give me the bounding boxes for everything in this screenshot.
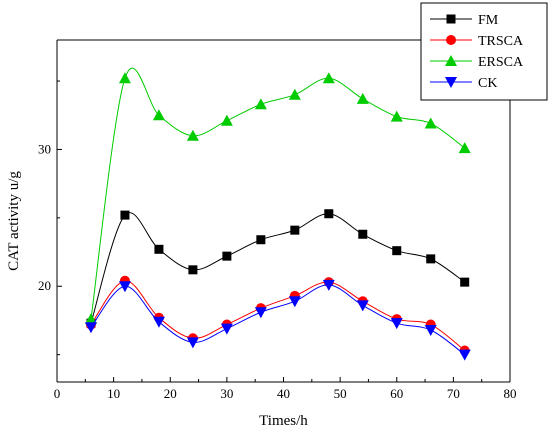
series-fm (86, 209, 470, 328)
data-point-fm (460, 277, 470, 287)
x-tick-label: 70 (447, 386, 460, 401)
data-point-fm (290, 225, 300, 235)
data-point-fm (426, 254, 436, 264)
data-point-ersca (356, 92, 369, 104)
x-tick-label: 60 (390, 386, 403, 401)
data-point-ersca (186, 129, 199, 141)
data-point-fm (188, 265, 198, 275)
data-point-ck (220, 323, 233, 335)
x-axis-title: Times/h (259, 413, 308, 429)
x-tick-label: 0 (54, 386, 61, 401)
axis-ticks: 0 10 20 30 40 50 60 70 80 20 30 (38, 80, 517, 401)
data-point-ck (118, 281, 131, 293)
x-tick-label: 20 (164, 386, 177, 401)
data-point-ersca (220, 114, 233, 126)
data-point-ck (322, 279, 335, 291)
data-point-fm (256, 235, 266, 245)
legend-item-trsca: TRSCA (430, 34, 524, 49)
y-tick-label: 30 (38, 141, 51, 156)
data-point-fm (392, 246, 402, 256)
data-point-ersca (424, 117, 437, 129)
data-point-fm (120, 210, 130, 220)
legend-item-ck: CK (430, 76, 497, 91)
legend-label: TRSCA (478, 34, 524, 49)
data-point-ersca (118, 72, 131, 84)
data-point-ersca (322, 72, 335, 84)
legend-label: ERSCA (478, 55, 524, 70)
series-layer (84, 67, 471, 361)
y-tick-label: 20 (38, 278, 51, 293)
data-point-ck (356, 300, 369, 312)
data-point-ersca (84, 313, 97, 325)
x-tick-label: 10 (107, 386, 120, 401)
y-axis-title: CAT activity u/g (6, 171, 22, 271)
x-tick-label: 40 (277, 386, 290, 401)
data-point-ck (390, 318, 403, 330)
data-point-fm (154, 244, 164, 254)
data-point-ck (254, 307, 267, 319)
legend-label: CK (478, 76, 497, 91)
x-tick-label: 50 (334, 386, 347, 401)
legend: FM TRSCA ERSCA CK (420, 2, 548, 101)
legend-marker (445, 55, 457, 66)
series-ck (84, 279, 471, 361)
series-line-trsca (90, 280, 466, 351)
series-trsca (85, 275, 470, 356)
data-point-ck (84, 322, 97, 334)
x-tick-label: 30 (220, 386, 233, 401)
data-point-ersca (152, 109, 165, 121)
series-line-ersca (90, 67, 465, 320)
data-point-ck (186, 337, 199, 349)
data-point-ck (288, 296, 301, 308)
legend-marker (445, 77, 457, 88)
data-point-ersca (288, 88, 301, 100)
data-point-fm (222, 251, 232, 261)
legend-label: FM (478, 13, 499, 28)
data-point-ck (152, 316, 165, 328)
legend-item-ersca: ERSCA (430, 55, 524, 70)
legend-marker (446, 35, 456, 45)
data-point-ck (424, 325, 437, 337)
data-point-ersca (390, 110, 403, 122)
data-point-fm (324, 209, 334, 219)
data-point-ersca (458, 142, 471, 154)
legend-marker (446, 14, 456, 24)
series-line-ck (90, 284, 465, 356)
data-point-ersca (254, 98, 267, 110)
data-point-fm (358, 229, 368, 239)
x-tick-label: 80 (504, 386, 517, 401)
data-point-ck (458, 349, 471, 361)
series-ersca (84, 67, 471, 325)
legend-item-fm: FM (430, 13, 499, 28)
